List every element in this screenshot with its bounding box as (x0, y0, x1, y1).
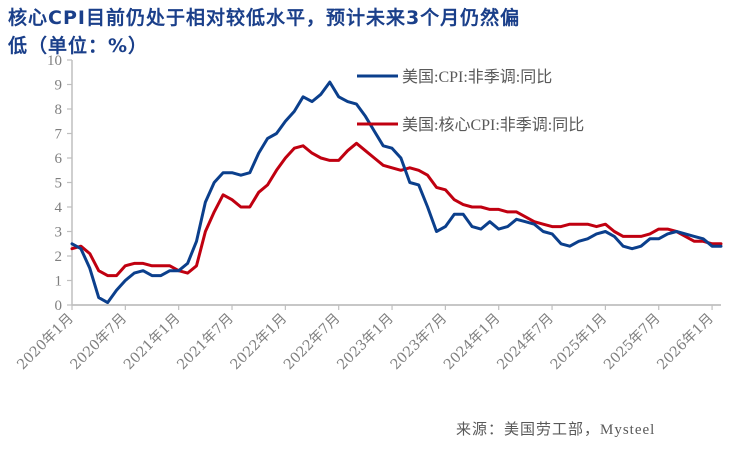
chart-title-line2: 低（单位：%） (8, 35, 149, 57)
x-tick-label: 2020年7月 (68, 311, 131, 374)
x-tick-label: 2024年7月 (494, 311, 557, 374)
y-tick-label: 10 (47, 53, 62, 69)
cpi-line (70, 80, 723, 305)
y-tick-label: 9 (55, 78, 63, 94)
plot-lines (70, 80, 723, 305)
y-tick-label: 0 (55, 298, 63, 314)
y-tick-label: 6 (55, 151, 63, 167)
x-tick-label: 2022年7月 (281, 311, 344, 374)
y-axis: 0 1 2 3 4 5 6 7 8 9 10 (47, 53, 73, 314)
x-tick-label: 2023年1月 (334, 311, 397, 374)
x-tick-label: 2025年7月 (601, 311, 664, 374)
legend-label: 美国:核心CPI:非季调:同比 (402, 116, 584, 134)
x-tick-label: 2021年1月 (121, 311, 184, 374)
chart-title: 核心CPI目前仍处于相对较低水平，预计未来3个月仍然偏 低（单位：%） (8, 4, 608, 60)
y-tick-label: 4 (55, 200, 63, 216)
legend-label: 美国:CPI:非季调:同比 (402, 68, 552, 86)
y-tick-label: 7 (55, 127, 63, 143)
y-tick-label: 8 (55, 102, 63, 118)
source-note: 来源：美国劳工部，Mysteel (456, 422, 656, 438)
x-tick-label: 2026年1月 (654, 311, 717, 374)
core-cpi-line (70, 141, 723, 278)
y-tick-label: 5 (55, 176, 63, 192)
chart-title-line1: 核心CPI目前仍处于相对较低水平，预计未来3个月仍然偏 (8, 7, 521, 29)
x-axis: 2020年1月2020年7月2021年1月2021年7月2022年1月2022年… (14, 304, 721, 374)
y-tick-label: 3 (55, 225, 63, 241)
x-tick-label: 2023年7月 (388, 311, 451, 374)
x-tick-label: 2022年1月 (228, 311, 291, 374)
y-tick-label: 1 (55, 274, 63, 290)
x-tick-label: 2025年1月 (548, 311, 611, 374)
y-tick-label: 2 (55, 249, 63, 265)
x-tick-label: 2020年1月 (14, 311, 77, 374)
x-tick-label: 2024年1月 (441, 311, 504, 374)
x-tick-label: 2021年7月 (174, 311, 237, 374)
